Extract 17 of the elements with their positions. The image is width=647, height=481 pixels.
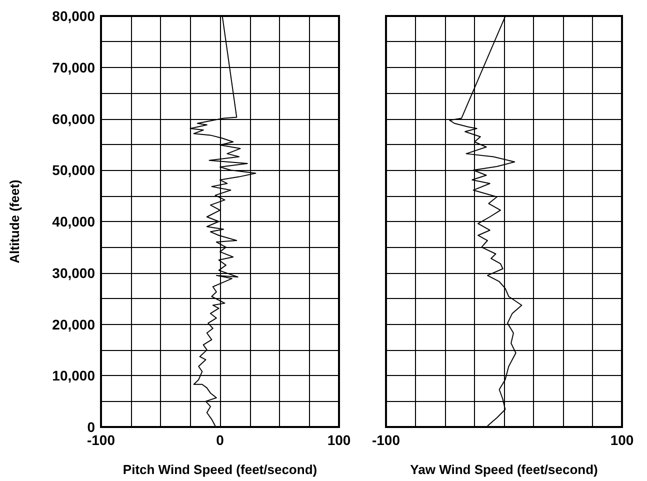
y-tick-label: 50,000 bbox=[52, 162, 96, 178]
x-axis-title: Yaw Wind Speed (feet/second) bbox=[410, 462, 598, 477]
x-tick-label: 100 bbox=[610, 432, 634, 448]
y-axis-title: Altitude (feet) bbox=[7, 180, 22, 264]
y-tick-label: 40,000 bbox=[52, 214, 96, 230]
y-tick-label: 30,000 bbox=[52, 264, 96, 281]
y-tick-label: 10,000 bbox=[52, 368, 96, 384]
x-tick-label: -100 bbox=[372, 432, 400, 448]
x-axis-title: Pitch Wind Speed (feet/second) bbox=[122, 462, 318, 477]
y-tick-label: 60,000 bbox=[52, 110, 96, 127]
y-tick-label: 70,000 bbox=[52, 59, 96, 76]
y-tick-label: 20,000 bbox=[52, 316, 96, 332]
y-tick-label: 80,000 bbox=[52, 8, 96, 24]
x-tick-label: 0 bbox=[216, 432, 224, 448]
x-tick-label: 100 bbox=[327, 432, 351, 448]
y-tick-label: 0 bbox=[87, 419, 96, 435]
x-tick-label: -100 bbox=[86, 432, 116, 448]
